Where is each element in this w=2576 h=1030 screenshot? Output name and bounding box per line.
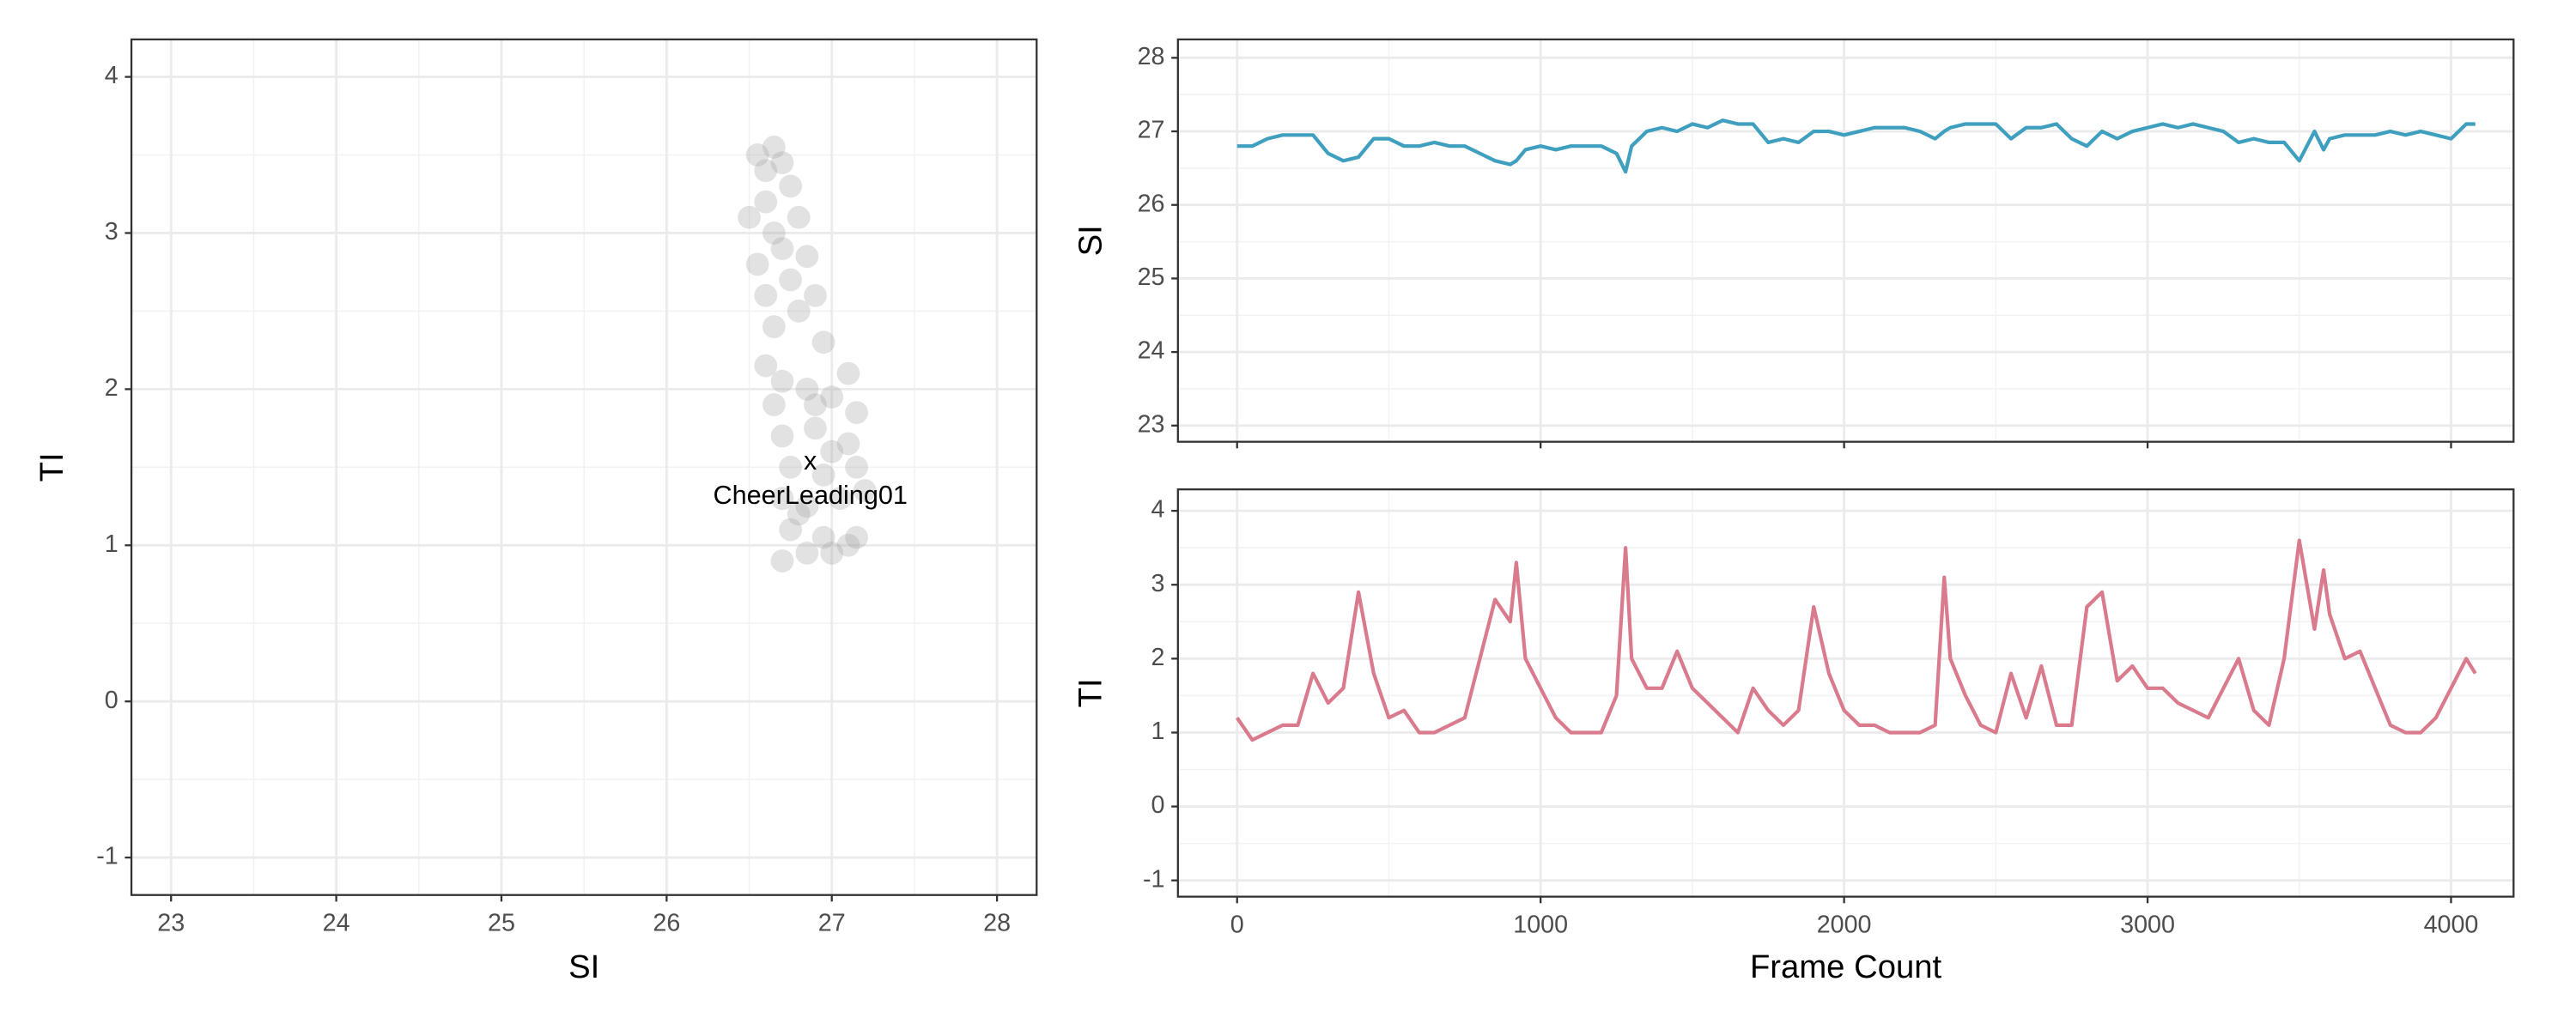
x-tick-label: 1000	[1513, 912, 1568, 939]
point	[820, 439, 844, 464]
point	[770, 487, 794, 511]
y-tick-label: 4	[1151, 496, 1165, 524]
x-tick-label: 3000	[2120, 912, 2175, 939]
x-tick-label: 4000	[2424, 912, 2479, 939]
y-tick-label: 25	[1138, 264, 1165, 291]
point	[795, 541, 819, 565]
x-tick-label: 2000	[1817, 912, 1872, 939]
y-axis-label: SI	[1072, 225, 1109, 256]
point	[762, 136, 786, 159]
point	[804, 393, 827, 416]
y-tick-label: 1	[105, 530, 118, 558]
point	[745, 252, 769, 276]
y-tick-label: 2	[105, 374, 118, 402]
point	[811, 464, 835, 487]
y-axis-label: TI	[1072, 678, 1109, 707]
point	[770, 549, 794, 573]
point	[770, 151, 794, 175]
panel-border	[1176, 488, 2515, 898]
point	[745, 143, 769, 167]
point	[804, 416, 827, 440]
y-tick-label: 24	[1138, 337, 1165, 365]
point	[836, 533, 860, 557]
point	[820, 541, 844, 565]
point	[845, 455, 868, 479]
point	[811, 330, 835, 354]
y-tick-label: 23	[1138, 410, 1165, 438]
point	[770, 369, 794, 393]
y-tick-label: 0	[1151, 791, 1165, 819]
point	[845, 401, 868, 425]
point	[779, 518, 803, 542]
point	[836, 432, 860, 456]
point	[804, 283, 827, 307]
x-tick-label: 26	[653, 910, 680, 937]
point	[787, 300, 811, 323]
point	[845, 525, 868, 549]
point	[828, 487, 852, 511]
y-tick-label: -1	[1143, 865, 1165, 893]
y-tick-label: 2	[1151, 644, 1165, 671]
line	[1235, 538, 2477, 742]
plot-background	[1177, 489, 2514, 897]
point	[762, 315, 786, 339]
point	[779, 174, 803, 198]
plot-background	[1177, 39, 2514, 442]
x-tick-label: 28	[983, 910, 1011, 937]
line	[1236, 118, 2476, 174]
point	[779, 455, 803, 479]
point	[795, 377, 819, 401]
y-tick-label: 3	[105, 218, 118, 245]
y-tick-label: 27	[1138, 117, 1165, 144]
y-tick-label: -1	[96, 843, 118, 870]
panel-border	[1176, 38, 2515, 443]
y-axis-label: TI	[33, 452, 70, 482]
point	[754, 283, 778, 307]
y-tick-label: 26	[1138, 190, 1165, 217]
point	[853, 479, 877, 503]
point	[811, 525, 835, 549]
x-axis-label: SI	[568, 948, 599, 985]
annotation-label: CheerLeading01	[714, 481, 908, 510]
point	[820, 385, 844, 409]
point	[795, 494, 819, 518]
x-tick-label: 23	[157, 910, 185, 937]
x-axis-label: Frame Count	[1750, 948, 1942, 985]
y-tick-label: 1	[1151, 718, 1165, 745]
point	[770, 424, 794, 448]
point	[754, 190, 778, 214]
point	[787, 502, 811, 526]
y-tick-label: 0	[105, 687, 118, 714]
point	[754, 354, 778, 378]
point	[836, 361, 860, 385]
point	[738, 205, 761, 229]
point	[770, 237, 794, 261]
point	[795, 245, 819, 269]
point	[762, 393, 786, 416]
y-tick-label: 3	[1151, 570, 1165, 597]
y-tick-label: 28	[1138, 43, 1165, 70]
x-tick-label: 27	[818, 910, 846, 937]
annotation-marker: x	[804, 446, 817, 476]
point	[754, 159, 778, 183]
point	[762, 221, 786, 245]
point	[779, 268, 803, 292]
point	[787, 205, 811, 229]
panel-border	[130, 38, 1038, 896]
x-tick-label: 0	[1230, 912, 1244, 939]
y-tick-label: 4	[105, 62, 118, 89]
x-tick-label: 24	[323, 910, 350, 937]
x-tick-label: 25	[488, 910, 515, 937]
